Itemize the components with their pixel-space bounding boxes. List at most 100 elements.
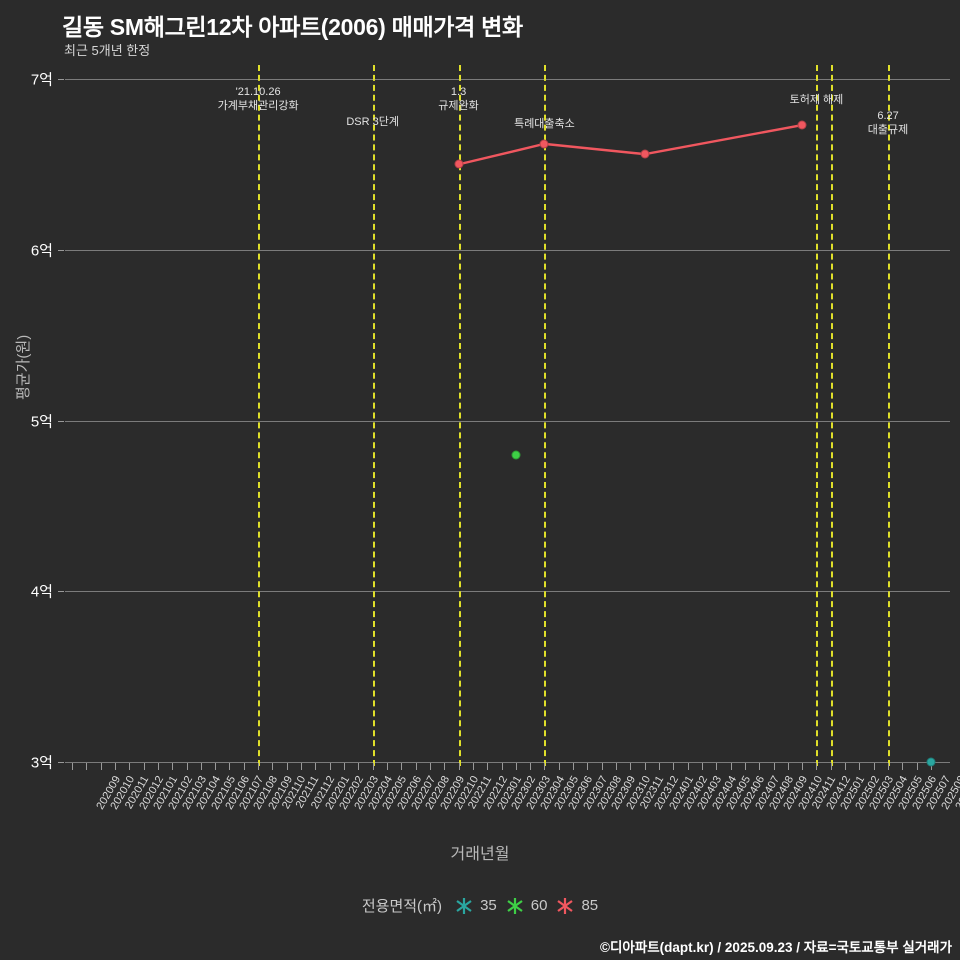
annotation-line [888,65,891,766]
data-point[interactable] [797,120,807,130]
data-point[interactable] [926,757,936,767]
x-tick-mark [673,763,675,770]
legend-title: 전용면적(㎡) [361,898,443,915]
annotation-label: 토허제 해제 [790,93,844,107]
legend-marker-icon [456,897,472,914]
x-axis-title: 거래년월 [450,846,510,863]
x-tick-mark [472,763,474,770]
x-tick-mark [172,763,174,770]
x-tick-mark [716,763,718,770]
x-tick-mark [888,763,890,770]
legend-label: 60 [530,897,548,914]
x-tick-mark [902,763,904,770]
x-tick-mark [687,763,689,770]
gridline [65,762,950,763]
x-tick-mark [301,763,303,770]
y-tick-label: 4억 [30,583,53,601]
x-tick-mark [859,763,861,770]
x-tick-mark [372,763,374,770]
legend-label: 35 [480,897,497,914]
data-point[interactable] [511,450,521,460]
legend-marker-icon [557,897,574,914]
x-tick-mark [315,763,317,770]
x-tick-mark [802,763,804,770]
x-tick-mark [873,763,875,770]
annotation-label: 특례대출축소 [514,117,575,131]
annotation-label-line: 특례대출축소 [514,118,575,130]
x-tick-mark [358,763,360,770]
series-lines [458,123,803,166]
x-tick-mark [701,763,703,770]
legend-item[interactable]: 60 [506,897,548,915]
x-tick-mark [787,763,789,770]
y-tick-label: 7억 [30,71,53,89]
x-tick-mark [458,763,460,770]
x-tick-mark [816,763,818,770]
x-tick-mark [630,763,632,770]
annotation-label-line: '21.10.26 [235,86,281,98]
x-tick-mark [286,763,288,770]
gridline [65,79,950,80]
data-point[interactable] [454,159,464,169]
gridline [65,591,950,593]
chart-subtitle: 최근 5개년 한정 [64,43,151,58]
gridline [65,420,950,422]
x-tick-mark [916,763,918,770]
x-tick-mark [773,763,775,770]
x-tick-mark [258,763,260,770]
legend-marker-icon [507,897,523,914]
x-tick-mark [730,763,732,770]
x-tick-mark [401,763,403,770]
x-tick-mark [100,763,102,770]
x-tick-mark [487,763,489,770]
x-tick-mark [200,763,202,770]
series-line [458,123,803,166]
x-tick-mark [114,763,116,770]
x-tick-mark [186,763,188,770]
annotation-line [816,65,819,766]
annotation-label: DSR 3단계 [346,115,399,129]
legend: 전용면적(㎡) 35 60 85 [0,895,960,916]
annotation-label-line: 규제완화 [438,100,479,112]
y-tick-label: 3억 [30,754,53,772]
data-point[interactable] [640,149,650,159]
y-tick-mark [58,249,64,251]
plot-area [58,65,950,770]
annotation-label-line: 1.3 [450,86,467,98]
x-tick-mark [558,763,560,770]
annotation-label-line: 토허제 해제 [789,94,844,106]
x-tick-mark [759,763,761,770]
annotation-label-line: 가계부채관리강화 [217,100,299,112]
x-tick-mark [386,763,388,770]
y-tick-label: 6억 [30,242,53,260]
x-tick-mark [329,763,331,770]
annotation-line [258,65,261,766]
data-point[interactable] [539,139,549,149]
legend-item[interactable]: 85 [556,897,598,915]
x-tick-mark [429,763,431,770]
annotation-label: 6.27 대출규제 [868,109,908,137]
gridline [65,249,950,251]
legend-label: 85 [581,897,599,914]
x-tick-mark [601,763,603,770]
y-tick-label: 5억 [30,413,53,430]
x-tick-mark [587,763,589,770]
annotation-line [544,65,547,766]
x-tick-mark [644,763,646,770]
y-tick-mark [58,420,64,422]
x-tick-mark [86,763,88,770]
x-tick-mark [272,763,274,770]
x-tick-mark [501,763,503,770]
legend-item[interactable]: 35 [455,897,497,915]
x-tick-mark [845,763,847,770]
x-tick-mark [530,763,532,770]
annotation-label: 1.3 규제완화 [438,85,478,113]
x-tick-mark [573,763,575,770]
y-tick-mark [58,79,64,80]
x-tick-mark [344,763,346,770]
annotation-label-line: 6.27 [877,110,899,122]
x-tick-mark [830,763,832,770]
annotation-line [830,65,833,766]
x-tick-mark [72,763,73,770]
